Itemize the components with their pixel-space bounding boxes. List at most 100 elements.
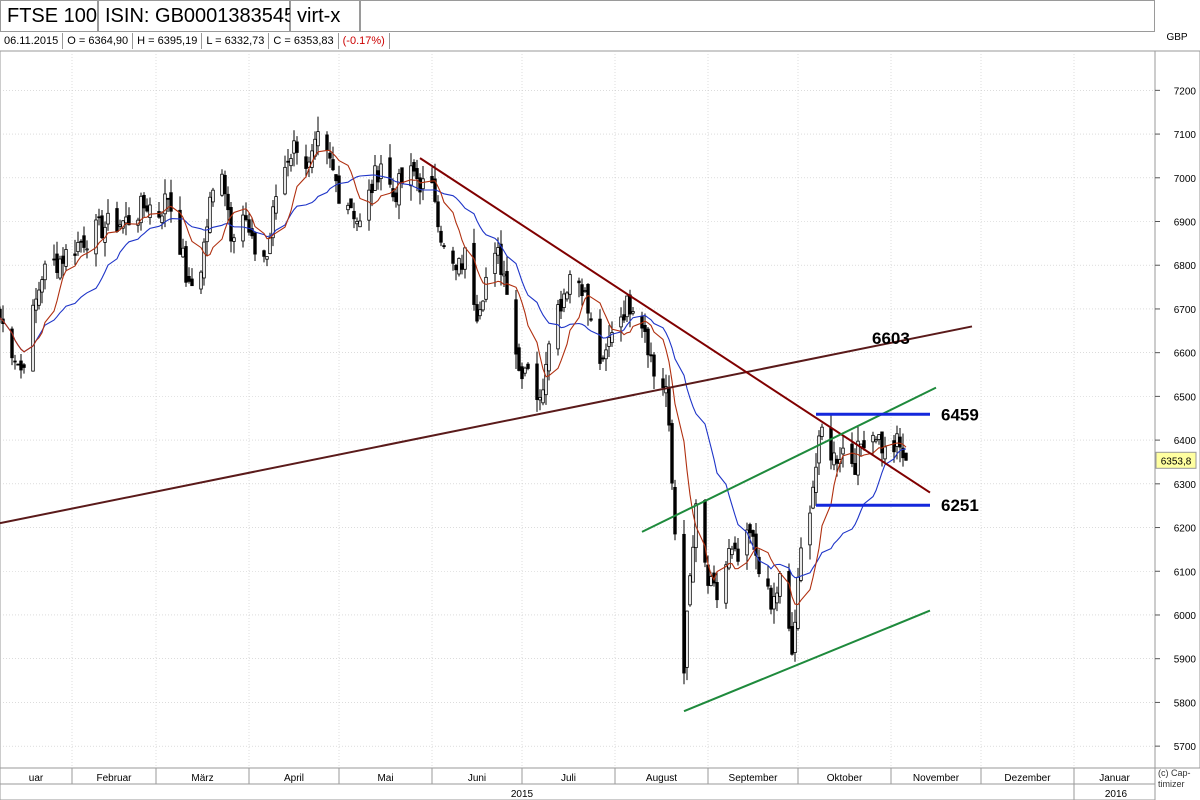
candle-body — [598, 318, 602, 364]
candle-body — [769, 587, 773, 610]
candle-body — [898, 436, 902, 448]
candle-body — [139, 195, 143, 224]
candle-body — [556, 304, 560, 350]
candle-body — [472, 242, 476, 305]
level-label-6603: 6603 — [872, 329, 910, 348]
candle-body — [832, 452, 836, 466]
candle-body — [790, 626, 794, 655]
candle-body — [289, 158, 293, 167]
candle-body — [547, 343, 551, 372]
candle-body — [52, 258, 56, 261]
trend-lines: 6603 6459 6251 — [0, 157, 979, 713]
month-label: Juni — [468, 773, 486, 784]
candle-body — [883, 446, 887, 460]
candle-body — [64, 249, 68, 267]
y-tick-label: 7000 — [1174, 174, 1197, 185]
candle-body — [127, 215, 131, 226]
candle-body — [652, 354, 656, 377]
candle-body — [586, 283, 590, 314]
candle-body — [415, 168, 419, 179]
candle-body — [232, 237, 236, 242]
candle-body — [400, 167, 404, 184]
candle-body — [358, 220, 362, 228]
candle-body — [649, 354, 653, 357]
candle-body — [493, 252, 497, 274]
candle-body — [463, 247, 467, 270]
candle-body — [394, 192, 398, 203]
candle-body — [346, 204, 350, 211]
level-label: 6251 — [941, 496, 979, 515]
candle-body — [97, 216, 101, 219]
candle-body — [607, 336, 611, 347]
candle-body — [226, 193, 230, 211]
candle-body — [589, 318, 593, 321]
candle-body — [100, 215, 104, 239]
candle-body — [34, 298, 38, 311]
candle-body — [115, 208, 119, 232]
y-tick-label: 6300 — [1174, 480, 1197, 491]
candle-body — [748, 524, 752, 534]
long-term-support-line — [0, 325, 973, 525]
candle-body — [808, 512, 812, 546]
channel-line — [683, 609, 931, 713]
candle-body — [874, 439, 878, 442]
candle-body — [775, 592, 779, 604]
month-label: uar — [29, 773, 44, 784]
candle-body — [460, 263, 464, 270]
candle-body — [22, 364, 26, 368]
candle-body — [577, 280, 581, 284]
candle-body — [580, 284, 584, 297]
y-tick-label: 6900 — [1174, 218, 1197, 229]
candle-body — [814, 466, 818, 493]
candle-body — [430, 175, 434, 184]
candle-body — [517, 347, 521, 371]
candle-body — [367, 189, 371, 221]
candle-body — [325, 134, 329, 151]
candle-body — [247, 219, 251, 233]
candle-body — [160, 215, 164, 224]
candle-body — [628, 294, 632, 315]
candle-body — [211, 189, 215, 203]
candle-body — [58, 258, 62, 279]
year-label: 2015 — [511, 789, 534, 800]
price-axis-panel — [1154, 50, 1200, 769]
candle-body — [622, 314, 626, 321]
candle-body — [751, 530, 755, 537]
month-label: März — [191, 773, 213, 784]
quote-high: H = 6395,19 — [133, 33, 203, 49]
candle-body — [724, 564, 728, 604]
candle-body — [268, 237, 272, 255]
ohlc-bar: 06.11.2015 O = 6364,90 H = 6395,19 L = 6332… — [0, 33, 390, 50]
last-price-label: 6353,8 — [1161, 456, 1192, 467]
candle-body — [208, 196, 212, 233]
candle-body — [565, 292, 569, 300]
candle-body — [727, 548, 731, 569]
candle-body — [754, 533, 758, 556]
candle-body — [862, 440, 866, 449]
candle-body — [370, 183, 374, 194]
candle-body — [352, 210, 356, 220]
candle-body — [31, 304, 35, 372]
candle-body — [103, 226, 107, 243]
candle-body — [73, 253, 77, 256]
candle-body — [454, 265, 458, 271]
candle-body — [880, 431, 884, 454]
candle-series — [0, 116, 908, 685]
candle-body — [349, 198, 353, 209]
candle-body — [295, 141, 299, 153]
candle-body — [223, 174, 227, 195]
candle-body — [661, 378, 665, 388]
candle-body — [328, 152, 332, 159]
plot-area — [0, 50, 1156, 769]
time-axis: uar Februar März April Mai Juni Juli August Sept… — [0, 767, 1156, 800]
candle-body — [85, 248, 89, 251]
y-tick-label: 5800 — [1174, 698, 1197, 709]
month-label: Mai — [377, 773, 393, 784]
currency-label: GBP — [1166, 32, 1187, 43]
candle-body — [43, 263, 47, 281]
y-tick-label: 6800 — [1174, 261, 1197, 272]
quote-open: O = 6364,90 — [63, 33, 134, 49]
candle-body — [709, 576, 713, 587]
candle-body — [184, 246, 188, 283]
candle-body — [892, 440, 896, 453]
